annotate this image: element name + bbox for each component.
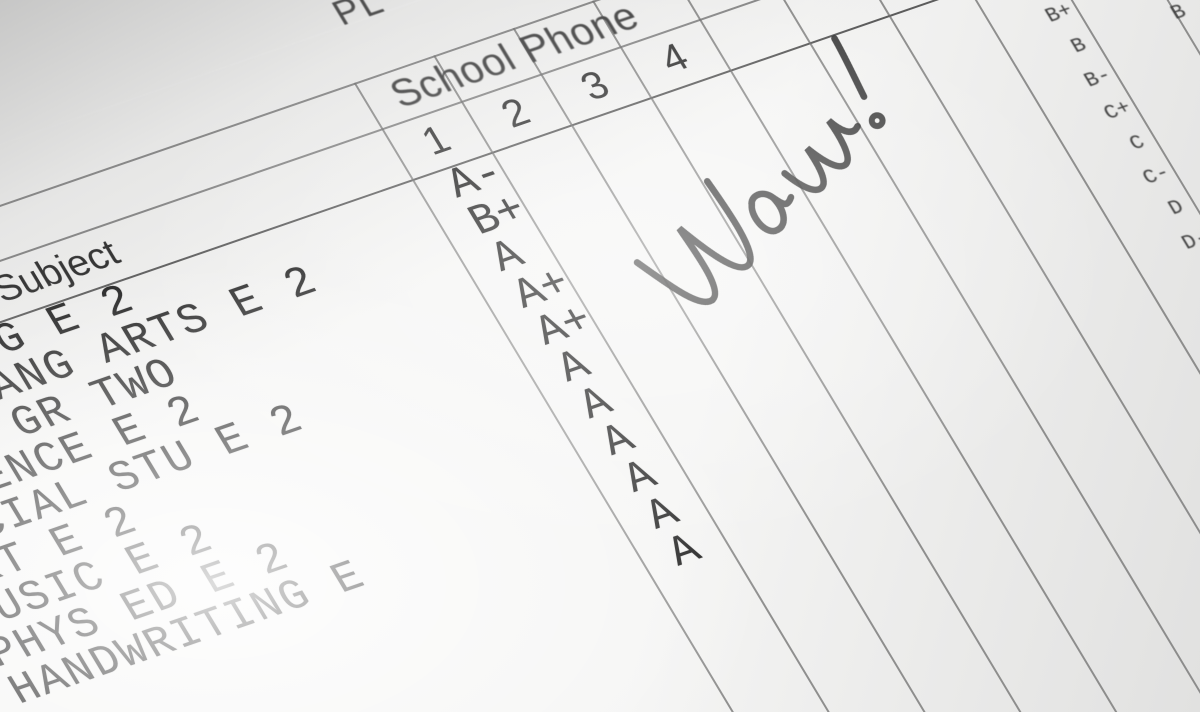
partial-top-text: PL <box>324 0 392 33</box>
